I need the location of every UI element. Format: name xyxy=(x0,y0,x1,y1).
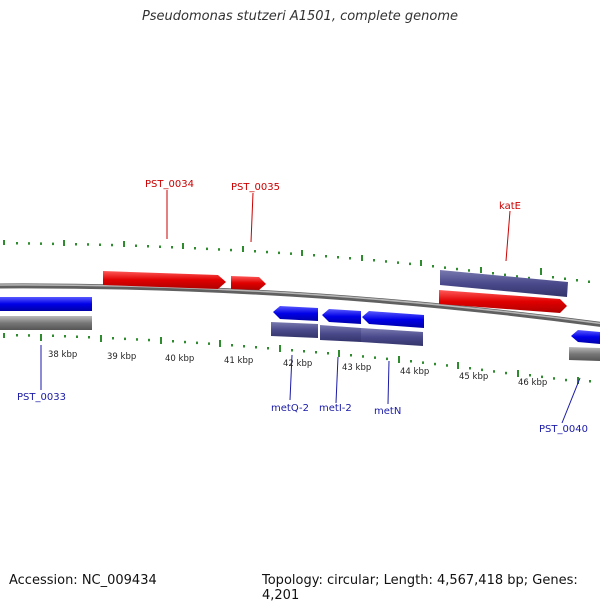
genome-backbone xyxy=(0,283,600,327)
label-kate: katE xyxy=(499,201,521,212)
scale-label: 46 kbp xyxy=(518,378,547,388)
accession-text: Accession: NC_009434 xyxy=(9,573,157,588)
scale-labels: 38 kbp 39 kbp 40 kbp 41 kbp 42 kbp 43 kb… xyxy=(48,350,547,388)
scale-label: 40 kbp xyxy=(165,354,194,364)
gene-bar-kate[interactable] xyxy=(440,270,568,297)
scale-label: 44 kbp xyxy=(400,367,429,377)
label-pst-0040: PST_0040 xyxy=(539,424,588,435)
label-pst-0034: PST_0034 xyxy=(145,179,194,190)
gene-metq-2[interactable] xyxy=(273,306,318,321)
gene-metn[interactable] xyxy=(362,311,424,328)
upper-tick-row xyxy=(3,240,590,283)
scale-label: 45 kbp xyxy=(459,372,488,382)
genome-backbone-highlight xyxy=(0,284,600,325)
label-pst-0033: PST_0033 xyxy=(17,392,66,403)
genome-summary-text: Topology: circular; Length: 4,567,418 bp… xyxy=(262,573,578,603)
label-metq-2: metQ-2 xyxy=(271,403,309,414)
gene-pst-0040[interactable] xyxy=(571,330,600,344)
scale-label: 39 kbp xyxy=(107,352,136,362)
scale-label: 43 kbp xyxy=(342,363,371,373)
map-title: Pseudomonas stutzeri A1501, complete gen… xyxy=(141,9,459,24)
scale-label: 38 kbp xyxy=(48,350,77,360)
gene-bar-metq-2[interactable] xyxy=(271,322,318,338)
gene-pst-0035[interactable] xyxy=(231,276,266,290)
gene-bar-meti-2[interactable] xyxy=(320,325,361,342)
gene-meti-2[interactable] xyxy=(322,309,361,324)
scale-label: 41 kbp xyxy=(224,356,253,366)
label-meti-2: metI-2 xyxy=(319,403,352,414)
leader-lines xyxy=(40,190,581,424)
gene-bar-pst-0033[interactable] xyxy=(0,316,92,330)
gene-kate[interactable] xyxy=(439,290,567,313)
gene-bar-pst-0040[interactable] xyxy=(569,347,600,361)
gene-pst-0034[interactable] xyxy=(103,271,226,289)
label-pst-0035: PST_0035 xyxy=(231,182,280,193)
gene-pst-0033[interactable] xyxy=(0,297,92,311)
label-metn: metN xyxy=(374,406,401,417)
gene-bar-metn[interactable] xyxy=(361,328,423,346)
scale-label: 42 kbp xyxy=(283,359,312,369)
